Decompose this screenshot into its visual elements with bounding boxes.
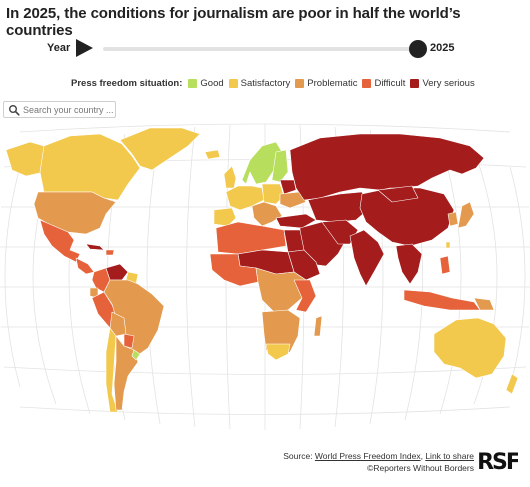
country-alaska[interactable]	[5, 141, 45, 177]
play-icon[interactable]	[76, 39, 93, 57]
country-argentina[interactable]	[113, 335, 139, 411]
legend-item-difficult[interactable]: Difficult	[362, 78, 405, 89]
copyright: ©Reporters Without Borders	[367, 463, 474, 473]
country-ukraine[interactable]	[279, 191, 307, 209]
country-bolivia[interactable]	[109, 311, 127, 337]
legend-swatch-satisfactory	[228, 79, 238, 88]
country-brazil[interactable]	[103, 279, 165, 359]
country-south-asia[interactable]	[349, 229, 385, 287]
country-taiwan[interactable]	[445, 241, 451, 249]
country-usa[interactable]	[33, 191, 117, 235]
country-iberia[interactable]	[213, 207, 237, 227]
legend-item-good[interactable]: Good	[188, 78, 224, 89]
country-mexico[interactable]	[39, 219, 81, 263]
country-cuba[interactable]	[85, 243, 105, 251]
country-central-africa[interactable]	[255, 267, 307, 313]
country-new-zealand[interactable]	[505, 373, 519, 395]
country-japan[interactable]	[457, 201, 475, 229]
country-iceland[interactable]	[204, 149, 221, 160]
legend-label-good: Good	[200, 78, 224, 89]
legend-label-problematic: Problematic	[307, 78, 358, 89]
legend-item-very-serious[interactable]: Very serious	[410, 78, 475, 89]
country-russia[interactable]	[289, 133, 485, 201]
country-madagascar[interactable]	[313, 315, 323, 337]
country-turkey[interactable]	[275, 213, 317, 229]
country-east-africa[interactable]	[293, 279, 317, 313]
legend-label-satisfactory: Satisfactory	[240, 78, 291, 89]
country-belarus[interactable]	[279, 179, 297, 195]
country-papua-new-guinea[interactable]	[473, 297, 495, 311]
country-china[interactable]	[359, 187, 455, 247]
footer: Source: World Press Freedom Index, Link …	[283, 450, 474, 474]
world-map[interactable]	[0, 122, 530, 432]
country-mongolia[interactable]	[377, 185, 419, 203]
legend-swatch-very-serious	[410, 79, 420, 88]
timeline-label: Year	[47, 42, 71, 54]
footer-separator: ,	[420, 451, 426, 461]
legend-item-satisfactory[interactable]: Satisfactory	[228, 78, 291, 89]
country-philippines[interactable]	[439, 255, 451, 275]
year-slider-track[interactable]	[103, 47, 417, 51]
country-greenland[interactable]	[119, 127, 201, 171]
country-uruguay[interactable]	[131, 349, 141, 361]
legend: Press freedom situation: Good Satisfacto…	[71, 78, 480, 89]
country-south-africa[interactable]	[265, 343, 291, 361]
source-line: Source: World Press Freedom Index, Link …	[283, 450, 474, 462]
chart-title: In 2025, the conditions for journalism a…	[6, 5, 461, 39]
countries[interactable]	[5, 127, 519, 413]
year-slider-thumb[interactable]	[409, 40, 427, 58]
legend-swatch-difficult	[362, 79, 372, 88]
legend-swatch-good	[188, 79, 198, 88]
legend-label-difficult: Difficult	[374, 78, 406, 89]
country-italy-balkans[interactable]	[251, 201, 283, 227]
source-link[interactable]: World Press Freedom Index	[314, 451, 421, 461]
search-icon	[9, 104, 20, 116]
share-link[interactable]: Link to share	[425, 451, 474, 461]
country-indonesia[interactable]	[403, 289, 481, 311]
legend-swatch-problematic	[295, 79, 305, 88]
country-north-africa[interactable]	[215, 221, 287, 255]
rsf-logo[interactable]: RSF	[478, 444, 518, 474]
country-haiti[interactable]	[105, 249, 115, 256]
search-input[interactable]	[23, 104, 115, 115]
country-southeast-asia[interactable]	[395, 243, 423, 285]
legend-label-very-serious: Very serious	[422, 78, 475, 89]
timeline-year-value: 2025	[430, 42, 455, 54]
source-prefix: Source:	[283, 451, 315, 461]
country-finland-baltics[interactable]	[271, 149, 289, 183]
country-chile[interactable]	[105, 327, 119, 413]
country-australia[interactable]	[433, 317, 507, 379]
country-venezuela[interactable]	[105, 263, 129, 281]
country-central-america[interactable]	[75, 257, 95, 275]
svg-text:RSF: RSF	[478, 450, 518, 474]
country-search[interactable]	[3, 101, 116, 118]
country-ireland-uk[interactable]	[223, 165, 237, 189]
country-korea[interactable]	[447, 211, 459, 227]
legend-item-problematic[interactable]: Problematic	[295, 78, 357, 89]
legend-title: Press freedom situation:	[71, 78, 183, 89]
country-paraguay[interactable]	[123, 333, 135, 349]
